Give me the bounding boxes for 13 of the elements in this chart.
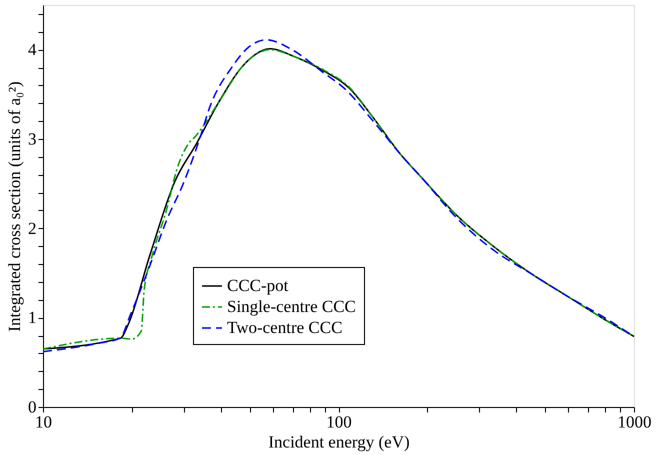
y-tick-label: 4 (28, 40, 37, 60)
x-tick-label: 100 (326, 412, 352, 432)
legend-label: Two-centre CCC (227, 318, 342, 337)
legend-label: CCC-pot (227, 276, 289, 295)
y-tick-label: 2 (28, 218, 36, 238)
x-axis-title: Incident energy (eV) (268, 432, 410, 452)
legend-label: Single-centre CCC (227, 297, 356, 316)
y-axis-title: Integrated cross section (units of a₀²) (5, 81, 24, 332)
x-tick-label: 1000 (618, 412, 652, 432)
x-tick-label: 10 (35, 412, 52, 432)
y-tick-label: 3 (28, 130, 36, 148)
y-tick-label: 0 (28, 398, 36, 416)
y-tick-label: 1 (28, 308, 36, 328)
